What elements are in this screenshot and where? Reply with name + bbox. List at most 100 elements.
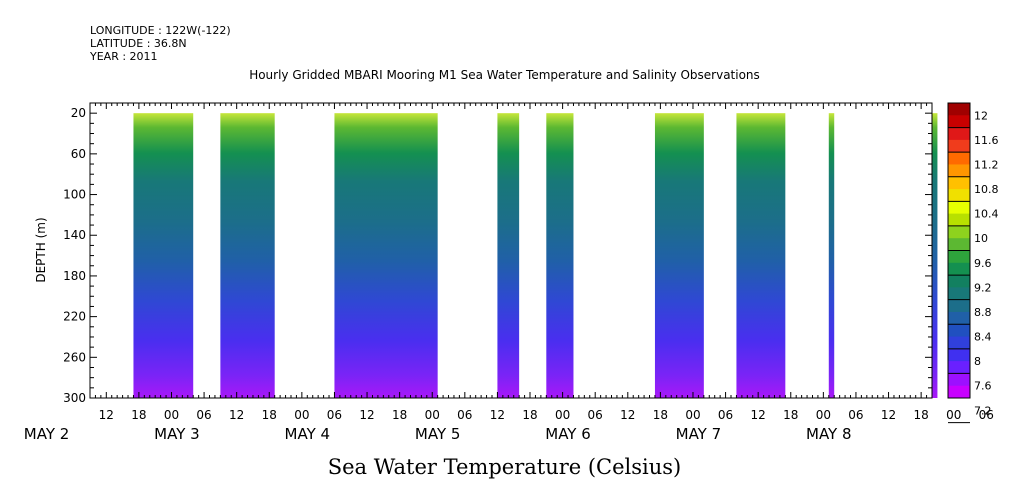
data-segments — [133, 113, 938, 398]
data-segment-4 — [497, 113, 520, 398]
data-segment-3 — [334, 113, 438, 398]
x-hour-label: 18 — [262, 408, 277, 422]
data-segment-9 — [932, 113, 938, 398]
x-hour-label: 18 — [913, 408, 928, 422]
x-hour-label: 06 — [196, 408, 211, 422]
x-hour-label: 06 — [327, 408, 342, 422]
x-hour-label: 00 — [685, 408, 700, 422]
colorbar-swatch — [948, 139, 970, 153]
x-hour-label: 12 — [620, 408, 635, 422]
x-hour-label: 12 — [229, 408, 244, 422]
colorbar-swatch — [948, 311, 970, 325]
data-segment-6 — [654, 113, 704, 398]
y-tick-label: 220 — [63, 310, 86, 324]
x-hour-label: 00 — [946, 408, 961, 422]
colorbar-swatch — [948, 361, 970, 374]
x-hour-label: 18 — [522, 408, 537, 422]
y-axis: 20 60 100 140 180 220 260 300 — [63, 106, 932, 405]
x-hour-label: 12 — [881, 408, 896, 422]
colorbar-swatch — [948, 189, 970, 202]
x-hour-label: 12 — [99, 408, 114, 422]
colorbar-swatch — [948, 348, 970, 362]
x-axis: 12 18 00 06 12 18 00 06 12 18 00 06 12 18 00 06 12 18 00 06… — [24, 103, 994, 443]
colorbar-swatch — [948, 152, 970, 165]
colorbar: 12 11.6 11.2 10.8 10.4 10 9.6 9.2 8.8 8.4 8 7.6 7.2 — [947, 102, 999, 424]
x-hour-label: 00 — [294, 408, 309, 422]
longitude-label: LONGITUDE : 122W(-122) — [90, 24, 231, 37]
colorbar-swatch — [948, 238, 970, 251]
colorbar-label: 8.4 — [974, 331, 992, 344]
x-hour-label: 00 — [425, 408, 440, 422]
data-segment-1 — [133, 113, 194, 398]
colorbar-label: 11.2 — [974, 158, 999, 171]
year-label: YEAR : 2011 — [90, 50, 158, 63]
x-hour-label: 00 — [555, 408, 570, 422]
colorbar-label: 10.8 — [974, 183, 999, 196]
x-hour-label: 06 — [979, 408, 994, 422]
colorbar-swatch — [948, 299, 970, 313]
colorbar-swatch — [948, 103, 970, 116]
colorbar-label: 10.4 — [974, 208, 999, 221]
data-segment-2 — [220, 113, 275, 398]
x-hour-label: 12 — [359, 408, 374, 422]
colorbar-label: 8 — [974, 355, 981, 368]
x-hour-label: 18 — [131, 408, 146, 422]
colorbar-label: 8.8 — [974, 306, 992, 319]
colorbar-swatch — [948, 336, 970, 350]
data-segment-7 — [736, 113, 786, 398]
x-hour-label: 18 — [653, 408, 668, 422]
x-hour-label: 00 — [164, 408, 179, 422]
x-day-label: MAY 2 — [24, 425, 70, 443]
colorbar-label: 12 — [974, 109, 988, 122]
colorbar-swatch — [948, 164, 970, 178]
colorbar-swatch — [948, 127, 970, 141]
colorbar-label: 9.2 — [974, 281, 992, 294]
x-hour-label: 06 — [588, 408, 603, 422]
colorbar-swatch — [948, 213, 970, 227]
x-day-label: MAY 8 — [806, 425, 852, 443]
x-hour-label: 06 — [718, 408, 733, 422]
x-hour-label: 18 — [783, 408, 798, 422]
x-day-label: MAY 7 — [676, 425, 722, 443]
x-day-label: MAY 4 — [285, 425, 331, 443]
x-axis-label: Sea Water Temperature (Celsius) — [327, 455, 682, 479]
y-tick-label: 100 — [63, 188, 86, 202]
x-day-label: MAY 3 — [154, 425, 200, 443]
colorbar-swatch — [948, 275, 970, 288]
y-tick-label: 260 — [63, 350, 86, 364]
colorbar-swatch — [948, 385, 970, 399]
y-tick-label: 300 — [63, 391, 86, 405]
colorbar-swatch — [948, 176, 970, 190]
data-segment-8 — [828, 113, 835, 398]
plot-frame — [89, 102, 933, 399]
data-segment-5 — [546, 113, 574, 398]
colorbar-label: 11.6 — [974, 134, 999, 147]
y-tick-label: 20 — [71, 106, 86, 120]
colorbar-label: 7.2 — [974, 404, 992, 417]
x-hour-label: 06 — [457, 408, 472, 422]
colorbar-swatch — [948, 250, 970, 264]
x-hour-label: 12 — [490, 408, 505, 422]
colorbar-label: 9.6 — [974, 257, 992, 270]
colorbar-swatch — [948, 287, 970, 301]
colorbar-swatch — [948, 115, 970, 129]
x-day-label: MAY 6 — [545, 425, 591, 443]
latitude-label: LATITUDE : 36.8N — [90, 37, 187, 50]
x-hour-label: 12 — [751, 408, 766, 422]
y-axis-label: DEPTH (m) — [34, 217, 48, 282]
x-hour-label: 00 — [816, 408, 831, 422]
colorbar-swatch — [948, 225, 970, 239]
x-day-label: MAY 5 — [415, 425, 461, 443]
colorbar-label: 10 — [974, 232, 988, 245]
x-hour-label: 18 — [392, 408, 407, 422]
colorbar-swatch — [948, 262, 970, 276]
chart-title: Hourly Gridded MBARI Mooring M1 Sea Wate… — [249, 68, 760, 82]
y-tick-label: 60 — [71, 147, 86, 161]
y-tick-label: 140 — [63, 228, 86, 242]
x-hour-label: 06 — [848, 408, 863, 422]
colorbar-swatch — [948, 201, 970, 215]
y-tick-label: 180 — [63, 269, 86, 283]
colorbar-swatch — [948, 324, 970, 338]
colorbar-swatch — [948, 373, 970, 387]
